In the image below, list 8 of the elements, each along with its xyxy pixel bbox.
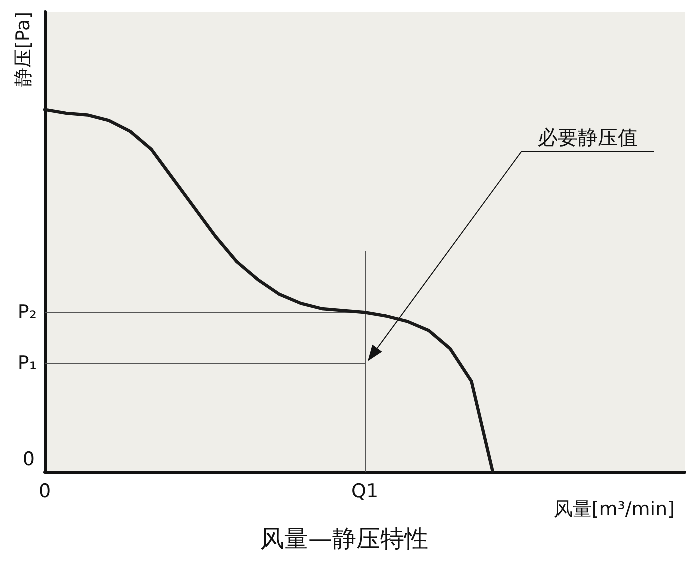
text: 风量—静压特性 xyxy=(260,525,428,553)
annotation: 必要静压值 xyxy=(538,125,638,150)
x-axis-title: 风量[m³/min] xyxy=(554,498,675,520)
y-axis-title: 静压[Pa] xyxy=(12,12,34,88)
ref-line-label: P₁ xyxy=(18,352,37,374)
x-tick-label: Q1 xyxy=(351,480,379,502)
text: 0 xyxy=(22,448,35,470)
ref-line-label: P₂ xyxy=(18,302,37,324)
